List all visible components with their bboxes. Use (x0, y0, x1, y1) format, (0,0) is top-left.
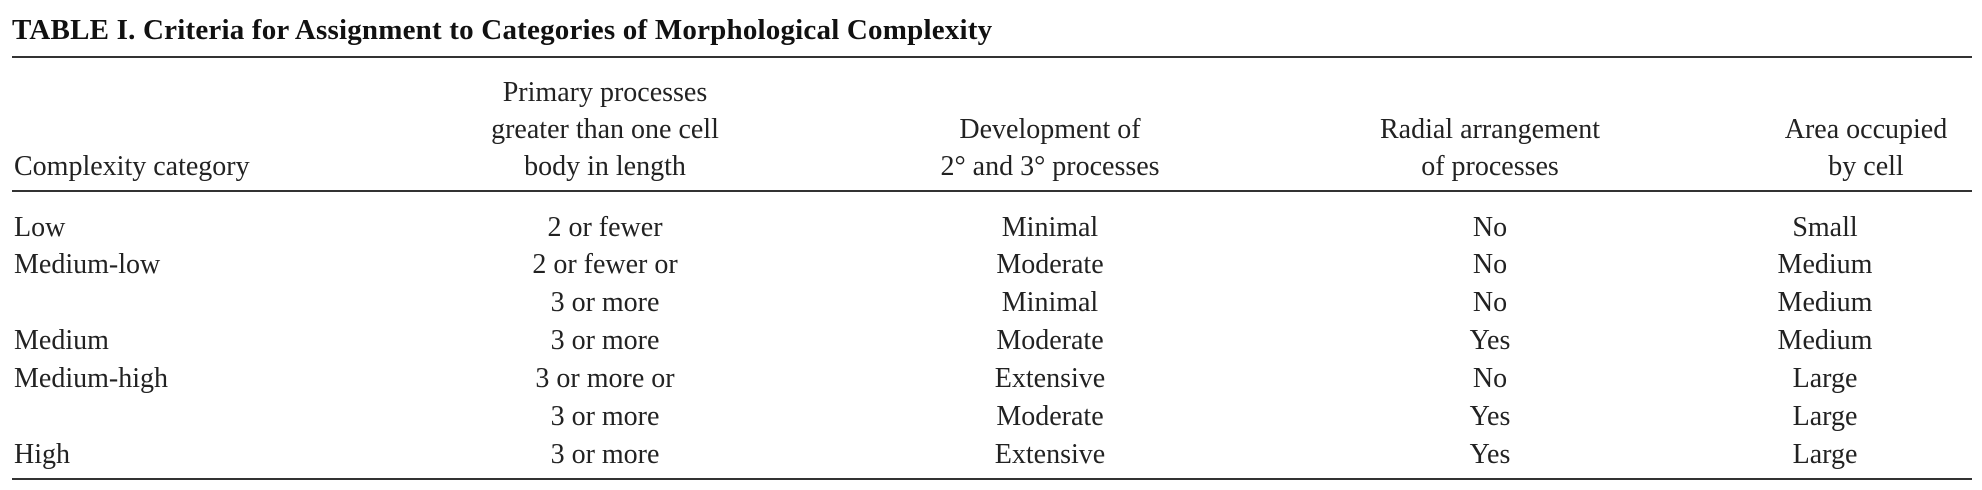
cell-area: Medium (1777, 249, 1873, 280)
cell-area: Large (1792, 401, 1858, 432)
cell-complexity: Low (14, 212, 66, 243)
header-rule (12, 190, 1972, 192)
header-line: Area occupied (1784, 114, 1948, 145)
cell-radial: No (1472, 287, 1508, 318)
header-primary-processes: Primary processes greater than one cell … (420, 74, 790, 185)
header-development: Development of 2° and 3° processes (860, 111, 1240, 185)
top-rule (12, 56, 1972, 58)
cell-primary-processes: 3 or more (550, 401, 660, 432)
header-line: Primary processes (502, 77, 708, 108)
cell-development: Minimal (1001, 212, 1099, 243)
cell-development: Moderate (996, 325, 1104, 356)
cell-development: Extensive (994, 439, 1106, 470)
header-line: of processes (1421, 151, 1559, 182)
cell-primary-processes: 2 or fewer or (532, 249, 678, 280)
table-title: TABLE I. Criteria for Assignment to Cate… (12, 14, 993, 46)
header-line: Radial arrangement (1379, 114, 1600, 145)
cell-primary-processes: 3 or more (550, 439, 660, 470)
cell-development: Minimal (1001, 287, 1099, 318)
cell-area: Medium (1777, 287, 1873, 318)
header-line: by cell (1828, 151, 1904, 182)
cell-primary-processes: 3 or more (550, 325, 660, 356)
cell-development: Moderate (996, 249, 1104, 280)
cell-radial: Yes (1469, 325, 1511, 356)
cell-complexity: Medium-high (14, 363, 168, 394)
header-line: body in length (524, 151, 686, 182)
header-complexity-category: Complexity category (14, 148, 250, 185)
header-area-occupied: Area occupied by cell (1766, 111, 1966, 185)
cell-area: Large (1792, 439, 1858, 470)
cell-radial: No (1472, 363, 1508, 394)
cell-development: Moderate (996, 401, 1104, 432)
cell-primary-processes: 3 or more or (535, 363, 675, 394)
cell-complexity: High (14, 439, 70, 470)
cell-radial: Yes (1469, 401, 1511, 432)
header-line: Development of (959, 114, 1141, 145)
cell-radial: No (1472, 249, 1508, 280)
cell-complexity: Medium (14, 325, 109, 356)
cell-area: Small (1792, 212, 1858, 243)
cell-area: Large (1792, 363, 1858, 394)
cell-primary-processes: 2 or fewer (547, 212, 663, 243)
header-line: Complexity category (14, 151, 250, 182)
header-line: 2° and 3° processes (940, 151, 1160, 182)
bottom-rule (12, 478, 1972, 480)
cell-radial: No (1472, 212, 1508, 243)
cell-primary-processes: 3 or more (550, 287, 660, 318)
cell-development: Extensive (994, 363, 1106, 394)
cell-radial: Yes (1469, 439, 1511, 470)
cell-complexity: Medium-low (14, 249, 161, 280)
header-radial-arrangement: Radial arrangement of processes (1300, 111, 1680, 185)
cell-area: Medium (1777, 325, 1873, 356)
header-line: greater than one cell (491, 114, 719, 145)
